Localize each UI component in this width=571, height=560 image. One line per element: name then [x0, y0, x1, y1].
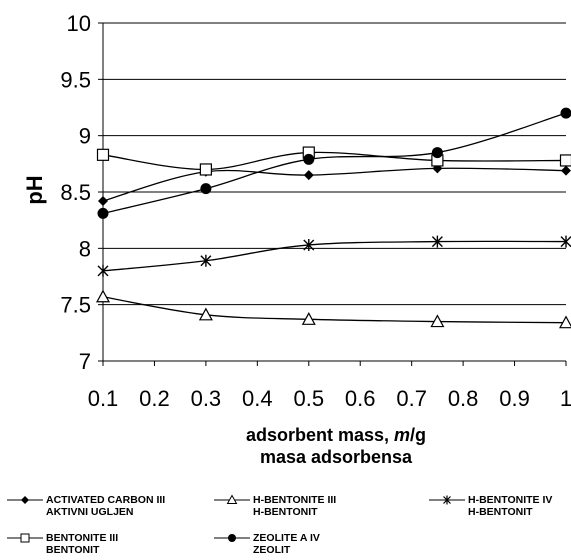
x-tick-label: 0.2	[139, 386, 170, 411]
y-tick-label: 10	[67, 11, 91, 36]
series-1	[95, 289, 571, 329]
x-tick-label: 0.5	[293, 386, 324, 411]
x-axis-title-prefix: adsorbent mass,	[246, 425, 394, 445]
data-point-circle	[200, 183, 212, 195]
y-tick-label: 8.5	[60, 180, 91, 205]
series-0	[98, 163, 571, 207]
legend-label-line1: ACTIVATED CARBON III	[46, 494, 166, 506]
data-point-diamond	[303, 170, 314, 181]
y-tick-label: 9	[79, 124, 91, 149]
x-axis-title-variable: m	[394, 425, 410, 445]
x-tick-label: 0.9	[499, 386, 530, 411]
tick-label-layer: 7 7.5 8 8.5 9 9.5 10 0.1 0.2 0.3 0.4 0.5 0.6 0.7 0.8 0.…	[60, 11, 571, 411]
data-point-circle	[431, 147, 443, 159]
x-axis-title-unit: /g	[410, 425, 426, 445]
x-tick-label: 0.4	[242, 386, 273, 411]
y-tick-label: 9.5	[60, 67, 91, 92]
line-chart: 7 7.5 8 8.5 9 9.5 10 0.1 0.2 0.3 0.4 0.5 0.6 0.7 0.8 0.…	[22, 11, 571, 467]
data-point-asterisk	[560, 235, 571, 248]
data-point-circle	[560, 107, 571, 119]
data-point-asterisk	[303, 238, 315, 251]
series-line	[102, 167, 567, 202]
data-point-square	[199, 163, 212, 176]
x-tick-label: 0.6	[345, 386, 376, 411]
x-tick-label: 0.8	[448, 386, 479, 411]
data-point-square	[96, 148, 110, 161]
data-point-asterisk	[97, 264, 109, 277]
legend-label-line1: H-BENTONITE IV	[468, 494, 553, 506]
legend-label-line2: ZEOLIT	[253, 544, 291, 556]
series-2	[97, 235, 571, 277]
legend-label-line1: BENTONITE III	[46, 532, 119, 544]
data-point-triangle	[95, 289, 111, 303]
x-tick-label: 0.1	[88, 386, 119, 411]
data-point-triangle	[430, 314, 445, 328]
legend-item-activated-carbon: ACTIVATED CARBON III AKTIVNI UGLJEN	[6, 494, 165, 518]
data-point-triangle	[558, 315, 571, 329]
legend-item-bentonite-iii: BENTONITE III BENTONIT	[6, 532, 118, 556]
legend-label-line1: H-BENTONITE III	[253, 494, 337, 506]
legend-item-h-bentonite-iv: H-BENTONITE IV H-BENTONIT	[428, 494, 552, 518]
series-line	[102, 296, 567, 324]
legend-item-zeolite-a: ZEOLITE A IV ZEOLIT	[213, 532, 320, 556]
legend-label-line2: H-BENTONIT	[253, 506, 318, 518]
data-point-circle	[303, 153, 315, 165]
legend-marker-asterisk	[429, 495, 465, 505]
series-line	[102, 151, 567, 171]
legend-marker-diamond	[7, 496, 43, 504]
legend-label-line1: ZEOLITE A IV	[253, 532, 320, 544]
data-point-circle	[97, 207, 109, 219]
series-layer	[95, 107, 571, 329]
data-point-square	[559, 154, 571, 167]
x-tick-label: 1	[560, 386, 571, 411]
y-tick-label: 7.5	[60, 293, 91, 318]
x-tick-label: 0.3	[191, 386, 222, 411]
series-3	[96, 146, 571, 176]
data-point-triangle	[198, 307, 213, 321]
axis-layer	[98, 22, 567, 366]
y-tick-label: 8	[79, 236, 91, 261]
series-line	[102, 240, 567, 272]
data-point-asterisk	[431, 235, 443, 248]
data-point-triangle	[301, 312, 316, 325]
legend-marker-triangle	[214, 494, 250, 504]
legend-label-line2: H-BENTONIT	[468, 506, 533, 518]
x-tick-label: 0.7	[396, 386, 427, 411]
legend-label-line2: AKTIVNI UGLJEN	[46, 506, 134, 518]
series-4	[97, 107, 571, 219]
legend-label-line2: BENTONIT	[46, 544, 100, 556]
legend-marker-square	[7, 533, 43, 543]
data-point-asterisk	[200, 254, 212, 267]
data-point-diamond	[561, 165, 571, 176]
legend: ACTIVATED CARBON III AKTIVNI UGLJEN H-BE…	[0, 488, 571, 560]
y-axis-title: pH	[22, 175, 47, 204]
legend-marker-circle	[214, 534, 250, 542]
y-tick-label: 7	[79, 349, 91, 374]
x-axis-title-line1: adsorbent mass, m/g	[246, 425, 426, 445]
x-axis-title-line2: masa adsorbensa	[260, 447, 413, 467]
grid-layer	[103, 22, 566, 362]
series-line	[102, 112, 567, 215]
data-point-diamond	[98, 196, 108, 207]
legend-item-h-bentonite-iii: H-BENTONITE III H-BENTONIT	[213, 494, 336, 518]
